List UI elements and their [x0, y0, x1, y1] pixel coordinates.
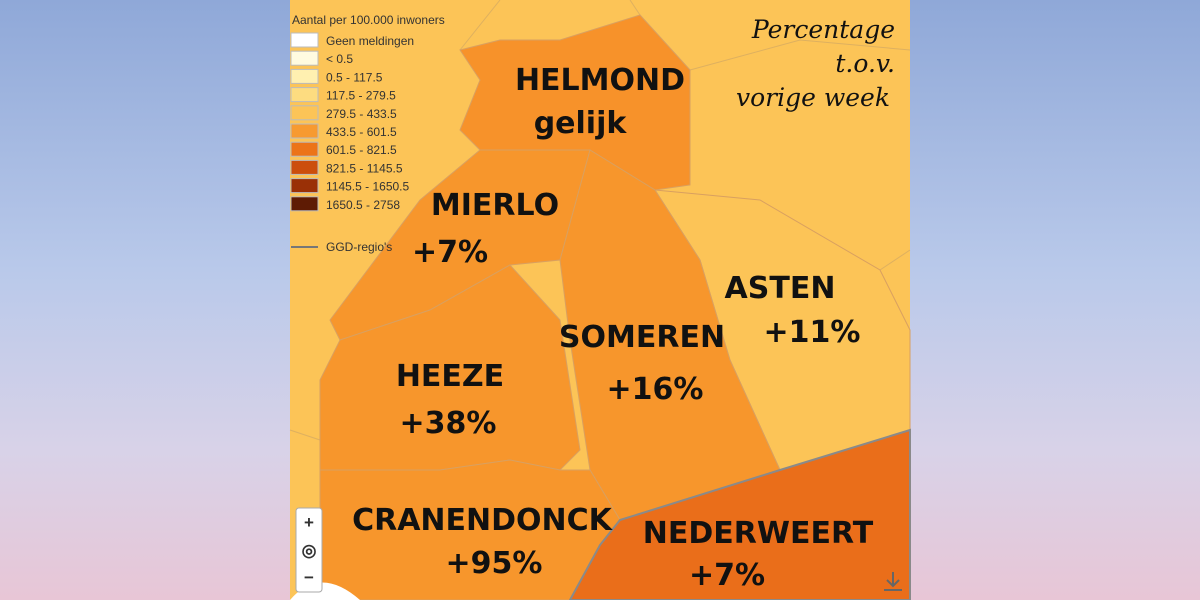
region-nederweert [568, 428, 911, 600]
download-button[interactable] [884, 572, 902, 591]
region-change: +38% [400, 406, 497, 441]
legend-label: Geen meldingen [326, 34, 414, 48]
region-name: SOMEREN [559, 320, 725, 355]
legend-label: 433.5 - 601.5 [326, 125, 397, 139]
legend-swatch [290, 68, 319, 84]
legend-swatch [290, 178, 319, 194]
region-name: HEEZE [396, 359, 504, 394]
legend-swatch [290, 196, 319, 212]
legend-label: 601.5 - 821.5 [326, 143, 397, 157]
legend-label: 1650.5 - 2758 [326, 198, 400, 212]
control-box [295, 507, 323, 593]
zoom-controls: + ◎ − [295, 507, 323, 593]
region-name: ASTEN [725, 271, 836, 306]
region-helmond [459, 14, 691, 191]
legend-label: < 0.5 [326, 52, 353, 66]
legend-swatch [290, 123, 319, 139]
header-line: t.o.v. [835, 49, 895, 78]
legend-title: Aantal per 100.000 inwoners [292, 13, 445, 27]
legend-swatch [290, 141, 319, 157]
region-change: +11% [764, 315, 861, 350]
legend-swatch [290, 87, 319, 103]
zoom-in[interactable]: + [304, 513, 314, 532]
legend-swatch [290, 105, 319, 121]
legend-label: 821.5 - 1145.5 [326, 161, 403, 175]
region-name: NEDERWEERT [643, 516, 874, 551]
region-change: +95% [446, 546, 543, 581]
header-line: Percentage [751, 15, 895, 44]
locate[interactable]: ◎ [302, 541, 317, 560]
legend-swatch [290, 50, 319, 66]
legend-label: 0.5 - 117.5 [326, 70, 383, 84]
region-change: +7% [412, 235, 488, 270]
legend: Geen meldingen < 0.5 0.5 - 117.5 117.5 - 27… [290, 32, 414, 212]
neighbor-borders [289, 0, 911, 441]
region-name: CRANENDONCK [352, 503, 614, 538]
legend-label: 279.5 - 433.5 [326, 107, 397, 121]
region-name: MIERLO [431, 188, 559, 223]
region-change: +16% [607, 372, 704, 407]
region-name: HELMOND [515, 63, 685, 98]
zoom-out[interactable]: − [304, 568, 314, 587]
header-line: vorige week [736, 83, 890, 112]
legend-boundary: GGD-regio's [326, 240, 392, 254]
region-change: +7% [689, 558, 765, 593]
legend-swatch [290, 32, 319, 48]
legend-swatch [290, 159, 319, 175]
legend-label: 117.5 - 279.5 [326, 89, 396, 103]
region-change: gelijk [534, 106, 628, 141]
legend-label: 1145.5 - 1650.5 [326, 180, 410, 194]
region-labels: HELMOND gelijk MIERLO +7% ASTEN +11% SOMEREN +1… [352, 63, 874, 593]
